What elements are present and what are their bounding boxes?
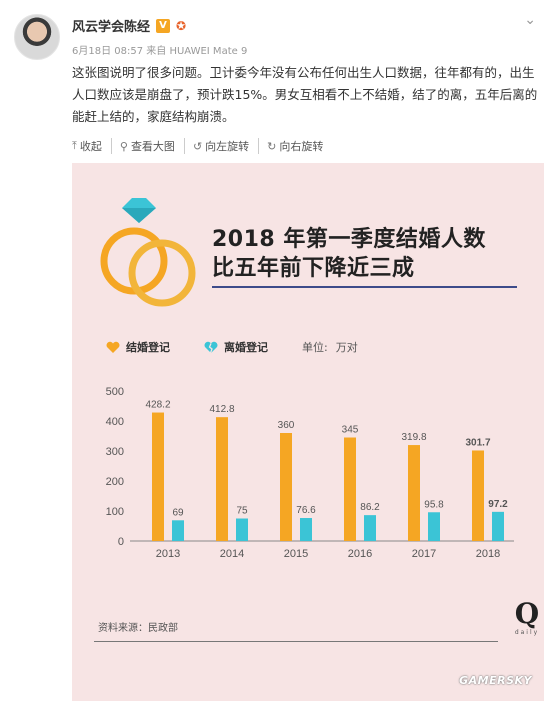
divorce-data-label: 76.6 (296, 505, 316, 516)
wedding-rings-icon (100, 198, 196, 307)
broken-heart-icon (204, 341, 218, 353)
divorce-data-label: 69 (172, 507, 184, 518)
author-row: 风云学会陈经 V ✪ (72, 16, 186, 35)
y-tick-label: 200 (106, 476, 124, 488)
source-prefix: 来自 (146, 46, 167, 57)
collapse-button[interactable]: ⤒ 收起 (72, 138, 111, 154)
headline-line-1: 2018 年第一季度结婚人数 (212, 227, 486, 252)
divorce-bar (300, 518, 312, 541)
x-tick-label: 2017 (412, 548, 436, 560)
daily-logo: Q daily (512, 597, 542, 637)
headline-rule (212, 286, 517, 288)
marriage-data-label: 428.2 (145, 400, 170, 411)
data-source: 资料来源：民政部 (98, 623, 178, 634)
rotate-right-button[interactable]: ↻ 向右旋转 (258, 138, 332, 154)
divorce-bar (172, 520, 184, 541)
chevron-down-icon[interactable]: ⌄ (524, 12, 536, 28)
marriage-bar (280, 433, 292, 541)
member-badge-icon: ✪ (176, 18, 187, 33)
marriage-data-label: 412.8 (209, 404, 234, 415)
rotate-right-icon: ↻ (267, 139, 277, 153)
marriage-data-label: 319.8 (401, 432, 426, 443)
marriage-data-label: 360 (278, 420, 295, 431)
x-tick-label: 2013 (156, 548, 180, 560)
marriage-bar (408, 445, 420, 541)
y-tick-label: 0 (118, 536, 124, 548)
marriage-data-label: 301.7 (465, 437, 490, 448)
post-device: HUAWEI Mate 9 (169, 46, 248, 57)
marriage-bar (344, 437, 356, 541)
logo-letter: Q (514, 597, 540, 630)
divorce-bar (428, 512, 440, 541)
collapse-label: 收起 (79, 140, 102, 153)
marriage-bar (216, 417, 228, 541)
avatar[interactable] (14, 14, 60, 60)
post-text: 这张图说明了很多问题。卫计委今年没有公布任何出生人口数据，往年都有的，出生人口数… (72, 65, 538, 124)
divorce-data-label: 75 (236, 506, 248, 517)
logo-word: daily (514, 629, 540, 636)
unit-note: 单位: 万对 (302, 339, 358, 355)
rotate-left-label: 向左旋转 (205, 140, 250, 153)
view-large-label: 查看大图 (130, 140, 175, 153)
unit-label: 单位: (302, 341, 328, 354)
legend-marriage-label: 结婚登记 (126, 341, 170, 354)
heart-icon (106, 341, 120, 353)
legend-marriage: 结婚登记 (106, 339, 170, 355)
source-rule (94, 641, 498, 642)
search-icon: ⚲ (119, 139, 128, 153)
x-tick-label: 2016 (348, 548, 372, 560)
post-meta: 6月18日 08:57 来自 HUAWEI Mate 9 (72, 42, 247, 57)
author-name[interactable]: 风云学会陈经 (72, 20, 151, 35)
y-tick-label: 500 (106, 386, 124, 398)
view-large-button[interactable]: ⚲ 查看大图 (110, 138, 184, 154)
infographic-image[interactable]: 2018 年第一季度结婚人数 比五年前下降近三成 结婚登记 离婚登记 单位: 万… (72, 163, 544, 701)
x-tick-label: 2018 (476, 548, 500, 560)
image-toolbar: ⤒ 收起 ⚲ 查看大图 ↺ 向左旋转 ↻ 向右旋转 (72, 138, 332, 154)
divorce-bar (236, 518, 248, 541)
rotate-left-icon: ↺ (192, 139, 203, 153)
divorce-data-label: 97.2 (488, 499, 508, 510)
marriage-data-label: 345 (342, 425, 359, 436)
y-tick-label: 100 (106, 506, 124, 518)
post-time[interactable]: 6月18日 08:57 (72, 46, 144, 57)
verified-badge-icon: V (156, 18, 171, 33)
x-tick-label: 2015 (284, 548, 308, 560)
infographic-headline: 2018 年第一季度结婚人数 比五年前下降近三成 (212, 225, 486, 283)
rotate-left-button[interactable]: ↺ 向左旋转 (183, 138, 258, 154)
divorce-bar (492, 511, 504, 541)
headline-line-2: 比五年前下降近三成 (212, 256, 415, 281)
x-tick-label: 2014 (220, 548, 244, 560)
y-tick-label: 300 (106, 446, 124, 458)
divorce-data-label: 86.2 (360, 502, 380, 513)
legend-divorce-label: 离婚登记 (224, 341, 268, 354)
rotate-right-label: 向右旋转 (279, 140, 324, 153)
legend-divorce: 离婚登记 (204, 339, 268, 355)
chart-legend: 结婚登记 离婚登记 单位: 万对 (106, 339, 358, 355)
divorce-bar (364, 515, 376, 541)
divorce-data-label: 95.8 (424, 499, 444, 510)
marriage-bar (152, 412, 164, 541)
collapse-icon: ⤒ (72, 139, 77, 152)
unit-value: 万对 (335, 341, 358, 354)
watermark: GAMERSKY (459, 674, 532, 687)
bar-chart: 0 100 200 300 400 500 428.2 69 2013 412.8 75 2014 36… (106, 386, 514, 560)
y-tick-label: 400 (106, 416, 124, 428)
marriage-bar (472, 450, 484, 541)
